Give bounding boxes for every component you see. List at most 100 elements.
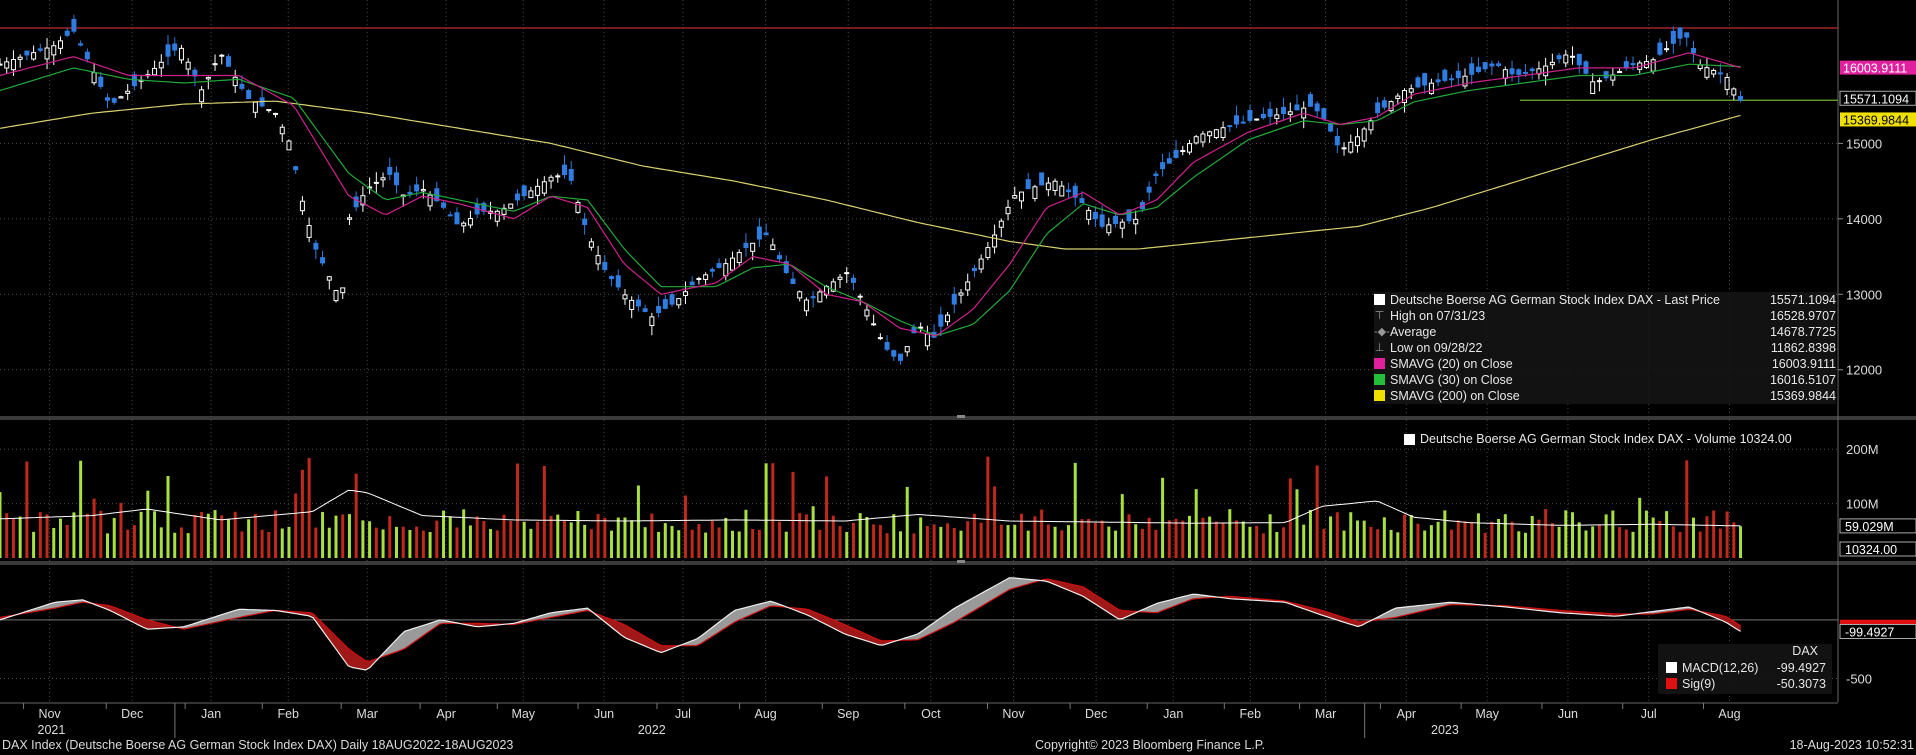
candle-body bbox=[709, 268, 715, 272]
volume-bar bbox=[1638, 497, 1642, 558]
volume-legend-label: Deutsche Boerse AG German Stock Index DA… bbox=[1420, 432, 1792, 446]
volume-bar bbox=[448, 516, 452, 558]
candle-body bbox=[1704, 67, 1710, 78]
candle-body bbox=[501, 207, 507, 215]
candle-body bbox=[1422, 73, 1428, 86]
volume-bar bbox=[771, 463, 775, 558]
volume-bar bbox=[1026, 530, 1030, 558]
candle-body bbox=[810, 296, 816, 299]
volume-bar bbox=[1685, 460, 1689, 558]
volume-bar bbox=[1584, 530, 1588, 558]
candle-body bbox=[898, 353, 904, 361]
volume-bar bbox=[1631, 531, 1635, 558]
candle-body bbox=[1489, 63, 1495, 67]
volume-bar bbox=[610, 530, 614, 558]
volume-bar bbox=[1665, 511, 1669, 558]
volume-bar bbox=[784, 531, 788, 558]
volume-bar bbox=[1040, 509, 1044, 558]
candle-body bbox=[850, 277, 856, 283]
volume-bar bbox=[1114, 530, 1118, 558]
legend-swatch bbox=[1374, 358, 1385, 369]
legend-label: High on 07/31/23 bbox=[1390, 309, 1486, 323]
volume-bar bbox=[173, 532, 177, 558]
candle-body bbox=[427, 194, 433, 207]
volume-bar bbox=[1497, 518, 1501, 558]
footer-right: 18-Aug-2023 10:52:31 bbox=[1789, 738, 1914, 752]
candle-body bbox=[1435, 79, 1441, 83]
volume-bar bbox=[361, 520, 365, 558]
candle-body bbox=[299, 200, 305, 212]
volume-bar bbox=[307, 458, 311, 558]
volume-bar bbox=[482, 520, 486, 558]
volume-bar bbox=[0, 492, 2, 558]
candle-body bbox=[0, 63, 3, 66]
candle-body bbox=[676, 298, 682, 306]
x-tick-label: Apr bbox=[436, 707, 455, 721]
price-tag-label: 15571.1094 bbox=[1843, 92, 1909, 106]
volume-bar bbox=[1073, 462, 1077, 558]
candle-body bbox=[1388, 101, 1394, 112]
volume-bar bbox=[442, 510, 446, 558]
candle-body bbox=[266, 109, 272, 112]
candle-body bbox=[44, 47, 50, 60]
volume-bar bbox=[717, 527, 721, 558]
candle-body bbox=[1475, 66, 1481, 72]
candle-body bbox=[1576, 53, 1582, 66]
price-tag bbox=[1839, 90, 1916, 106]
candle-body bbox=[1099, 214, 1105, 227]
footer-left: DAX Index (Deutsche Boerse AG German Sto… bbox=[2, 738, 514, 752]
volume-bar bbox=[1611, 510, 1615, 558]
candle-body bbox=[1321, 108, 1327, 120]
volume-bar bbox=[1019, 513, 1023, 558]
signal-line bbox=[0, 578, 1741, 662]
volume-bar bbox=[213, 510, 217, 558]
x-tick-label: May bbox=[1475, 707, 1499, 721]
candle-body bbox=[528, 190, 534, 199]
legend-label: Low on 09/28/22 bbox=[1390, 341, 1483, 355]
candle-body bbox=[1717, 72, 1723, 75]
candle-body bbox=[1549, 61, 1555, 66]
volume-bar bbox=[838, 526, 842, 558]
candle-body bbox=[1039, 172, 1045, 186]
volume-bar bbox=[1423, 530, 1427, 558]
volume-bar bbox=[919, 517, 923, 558]
candle-body bbox=[588, 241, 594, 248]
volume-bar bbox=[1174, 518, 1178, 558]
candle-body bbox=[830, 281, 836, 292]
volume-bar bbox=[1510, 521, 1514, 558]
candle-body bbox=[1341, 147, 1347, 150]
candle-body bbox=[1146, 186, 1152, 193]
volume-bar bbox=[462, 509, 466, 558]
volume-bar bbox=[119, 502, 123, 558]
volume-bar bbox=[1087, 518, 1091, 558]
candle-body bbox=[649, 316, 655, 327]
candle-body bbox=[1260, 113, 1266, 119]
volume-bar bbox=[1147, 517, 1151, 558]
candle-body bbox=[1220, 127, 1226, 138]
macd-legend-label: MACD(12,26) bbox=[1682, 661, 1759, 675]
candle-body bbox=[31, 52, 37, 60]
volume-bar bbox=[1376, 529, 1380, 558]
candle-body bbox=[696, 278, 702, 281]
volume-bar bbox=[650, 513, 654, 558]
volume-bar bbox=[421, 530, 425, 558]
volume-bar bbox=[1080, 519, 1084, 558]
volume-bar bbox=[106, 533, 110, 558]
candle-body bbox=[4, 61, 10, 69]
candle-body bbox=[1287, 111, 1293, 115]
legend-row: ⊤ High on 07/31/23 16528.9707 bbox=[1374, 308, 1836, 324]
candle-body bbox=[481, 202, 487, 212]
legend-value: 14678.7725 bbox=[1769, 325, 1836, 339]
macd-swatch bbox=[1666, 662, 1677, 673]
volume-bar bbox=[327, 527, 331, 558]
volume-bar bbox=[260, 529, 264, 558]
candle-body bbox=[1482, 62, 1488, 70]
candle-body bbox=[790, 278, 796, 284]
candle-body bbox=[978, 258, 984, 270]
volume-bar bbox=[1315, 465, 1319, 558]
volume-bar bbox=[468, 525, 472, 558]
volume-bar bbox=[1409, 515, 1413, 558]
volume-bar bbox=[515, 463, 519, 558]
x-tick-label: Jun bbox=[594, 707, 614, 721]
volume-bar bbox=[381, 529, 385, 558]
